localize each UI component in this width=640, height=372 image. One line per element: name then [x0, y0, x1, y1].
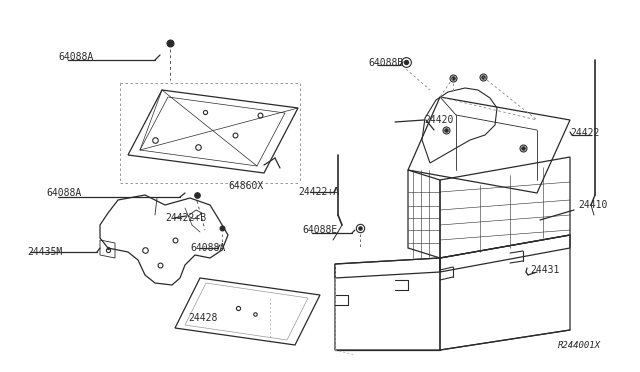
Text: 24428: 24428 [188, 313, 218, 323]
Text: 64088A: 64088A [190, 243, 225, 253]
Text: R244001X: R244001X [558, 340, 601, 350]
Text: 24410: 24410 [578, 200, 607, 210]
Text: 24420: 24420 [424, 115, 453, 125]
Text: 24435M: 24435M [27, 247, 62, 257]
Text: 24422+B: 24422+B [165, 213, 206, 223]
Text: 24422: 24422 [570, 128, 600, 138]
Text: 64860X: 64860X [228, 181, 263, 191]
Text: 64088A: 64088A [58, 52, 93, 62]
Text: 24431: 24431 [530, 265, 559, 275]
Text: 64088A: 64088A [46, 188, 81, 198]
Text: 64088E: 64088E [302, 225, 337, 235]
Text: 24422+A: 24422+A [298, 187, 339, 197]
Text: 64088B: 64088B [368, 58, 403, 68]
